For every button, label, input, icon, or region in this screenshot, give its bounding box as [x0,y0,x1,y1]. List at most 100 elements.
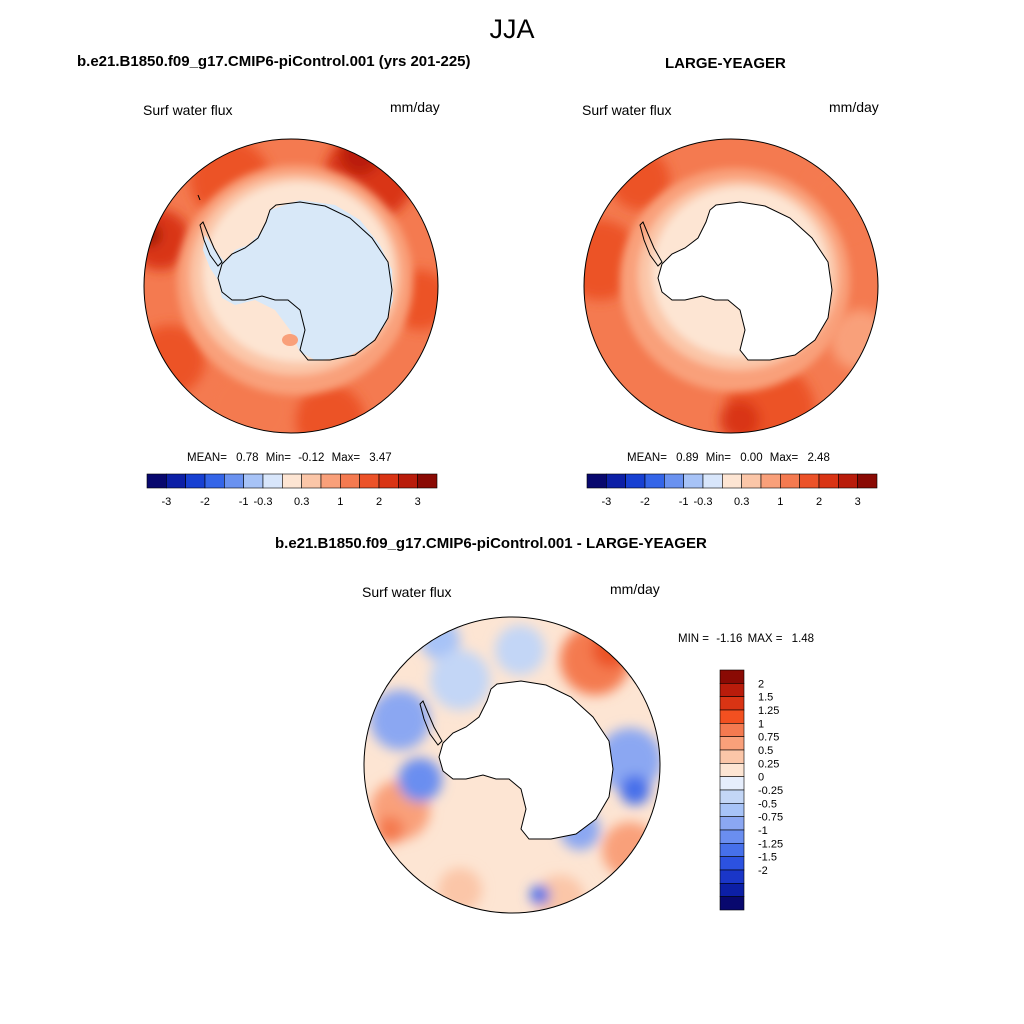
panel3-units-label: mm/day [610,581,660,597]
colorbar-panel1-tick-label: 2 [376,496,382,508]
colorbar-panel2-swatch [838,473,858,489]
colorbar-panel3-tick-label: -1 [758,825,768,837]
colorbar-panel1-swatch [224,473,244,489]
colorbar-panel3-swatch [719,736,745,751]
colorbar-panel3-tick-label: -0.75 [758,812,783,824]
colorbar-panel2-swatch [625,473,646,489]
map1-coastline [217,201,393,361]
colorbar-panel2: -3 -2 -1 -0.3 0.3 1 2 3 [586,473,878,508]
panel2-variable-label: Surf water flux [582,102,672,118]
colorbar-panel2-swatch [606,473,626,489]
panel1-mean-value: 0.78 [236,452,259,464]
figure-title: JJA [489,14,535,44]
colorbar-panel3-swatch [719,856,745,871]
colorbar-panel2-tick-label: -3 [601,496,611,508]
panel1-mean-label: MEAN= [187,452,227,464]
panel1-units-label: mm/day [390,99,440,115]
map2-border [583,138,879,434]
colorbar-panel1-swatch [320,473,341,489]
colorbar-panel2-tick-label: -1 [679,496,689,508]
panel2-units-label: mm/day [829,99,879,115]
colorbar-panel2-swatch [683,473,704,489]
panel3-max-value: 1.48 [791,633,815,645]
panel1-stats: MEAN= 0.78 Min= -0.12 Max= 3.47 [187,452,392,464]
map1-border [143,138,439,434]
colorbar-panel2-swatch [664,473,684,489]
colorbar-panel3-tick-label: 0 [758,772,764,784]
colorbar-panel1: -3 -2 -1 -0.3 0.3 1 2 3 [146,473,438,508]
colorbar-panel1-swatch [262,473,283,489]
colorbar-panel2-swatch [702,473,723,489]
map2 [584,139,878,433]
map1-ice-field [218,200,393,360]
colorbar-panel3-tick-label: 2 [758,678,764,690]
colorbar-panel3-swatch [719,843,745,857]
map1-warm-patch [282,334,298,346]
map1 [144,139,438,433]
colorbar-panel2-swatch [818,473,839,489]
colorbar-panel1-swatch [282,473,302,489]
colorbar-panel3-swatch [719,829,745,844]
panel2-min-value: 0.00 [740,452,763,464]
map2-land [657,201,833,361]
panel3-variable-label: Surf water flux [362,584,452,600]
panel2-stats: MEAN= 0.89 Min= 0.00 Max= 2.48 [627,452,830,464]
colorbar-panel1-swatch [417,473,438,489]
colorbar-panel1-swatch [301,473,322,489]
colorbar-panel1-tick-label: -1 [239,496,249,508]
colorbar-panel3-tick-label: 0.5 [758,745,773,757]
panel3-min-label: MIN = [678,633,709,645]
colorbar-panel3-swatch [719,776,745,791]
colorbar-panel1-swatch [185,473,206,489]
panel2-min-label: Min= [705,452,731,464]
panel1-title: b.e21.B1850.f09_g17.CMIP6-piControl.001 … [77,53,471,70]
colorbar-panel3-swatch [719,763,745,777]
colorbar-panel3-tick-label: -2 [758,865,768,877]
colorbar-panel3-swatch [719,696,745,711]
colorbar-panel3-tick-label: -0.25 [758,785,783,797]
colorbar-panel3-swatch [719,709,745,724]
colorbar-panel2-tick-label: 1 [777,496,783,508]
panel1-max-value: 3.47 [369,452,392,464]
colorbar-panel1-swatch [146,473,167,489]
colorbar-panel3-swatch [719,869,745,884]
colorbar-panel1-swatch [204,473,225,489]
colorbar-panel3: 21.51.2510.750.50.250-0.25-0.5-0.75-1-1.… [719,669,783,911]
colorbar-panel1-swatch [359,473,380,489]
colorbar-panel2-swatch [644,473,665,489]
panel1-min-label: Min= [265,452,291,464]
panel1-min-value: -0.12 [298,452,325,464]
colorbar-panel2-swatch [857,473,878,489]
panel2-mean-label: MEAN= [627,452,667,464]
colorbar-panel1-tick-label: -2 [200,496,210,508]
colorbar-panel3-tick-label: -0.5 [758,798,777,810]
colorbar-panel1-swatch [243,473,264,489]
colorbar-panel1-tick-label: 1 [337,496,343,508]
colorbar-panel1-tick-label: 0.3 [294,496,309,508]
colorbar-panel2-swatch [586,473,607,489]
colorbar-panel2-tick-label: -0.3 [694,496,713,508]
map3 [364,617,660,913]
colorbar-panel1-tick-label: 3 [415,496,421,508]
panel2-max-label: Max= [769,452,799,464]
colorbar-panel2-tick-label: 0.3 [734,496,749,508]
colorbar-panel3-swatch [719,723,745,737]
colorbar-panel3-swatch [719,749,745,764]
colorbar-panel3-swatch [719,896,745,911]
panel2-max-value: 2.48 [807,452,830,464]
colorbar-panel2-tick-label: -2 [640,496,650,508]
colorbar-panel3-tick-label: 0.25 [758,758,779,770]
colorbar-panel1-swatch [340,473,360,489]
colorbar-panel3-tick-label: -1.25 [758,838,783,850]
colorbar-panel3-swatch [719,816,745,831]
colorbar-panel3-tick-label: 1.25 [758,705,779,717]
colorbar-panel2-swatch [722,473,742,489]
map3-border [363,616,661,914]
colorbar-panel3-tick-label: 1.5 [758,692,773,704]
colorbar-panel3-swatch [719,683,745,697]
colorbar-panel2-swatch [780,473,800,489]
colorbar-panel2-tick-label: 2 [816,496,822,508]
colorbar-panel1-tick-label: -3 [161,496,171,508]
colorbar-panel3-tick-label: -1.5 [758,852,777,864]
